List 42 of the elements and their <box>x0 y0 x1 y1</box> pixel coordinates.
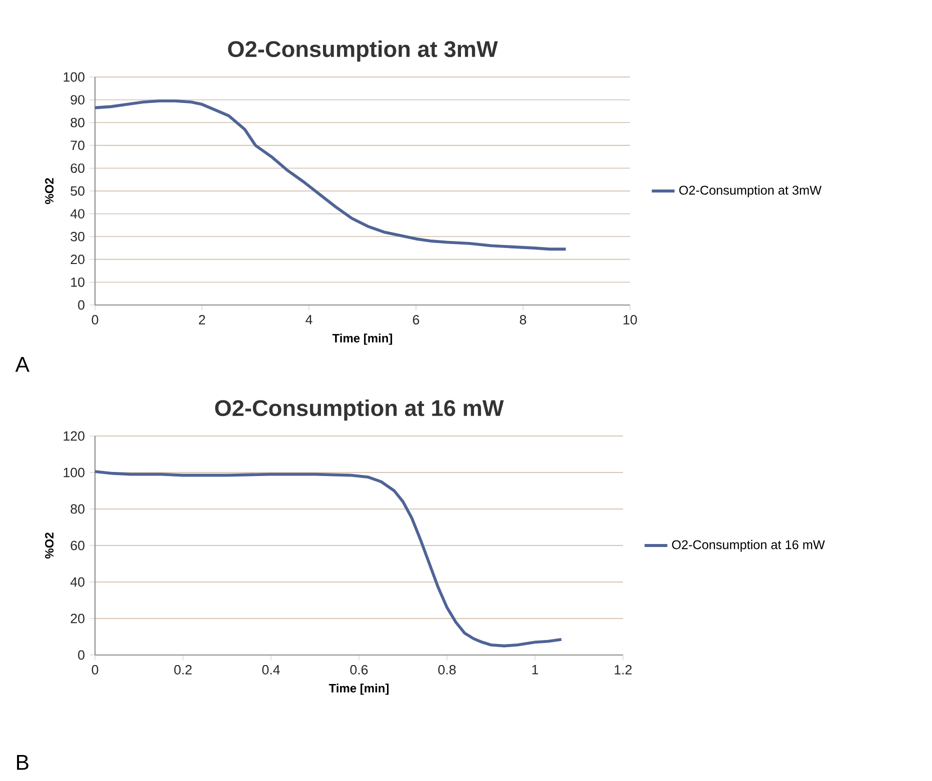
x-tick-label: 0.2 <box>174 665 192 674</box>
y-tick-label: 20 <box>70 614 84 624</box>
x-tick-label: 4 <box>306 315 312 324</box>
chart-title: O2-Consumption at 16 mW <box>215 399 504 421</box>
x-tick-label: 10 <box>624 315 637 324</box>
x-tick-label: 0.6 <box>350 665 368 674</box>
y-tick-label: 100 <box>64 468 84 478</box>
y-tick-label: 30 <box>70 232 84 242</box>
x-tick-label: 1.2 <box>614 665 632 674</box>
y-tick-label: 80 <box>70 118 84 128</box>
x-axis-title: Time [min] <box>332 334 392 345</box>
x-tick-label: 0 <box>92 665 98 674</box>
y-tick-label: 60 <box>70 540 84 550</box>
y-tick-label: 60 <box>70 163 84 173</box>
x-axis-title: Time [min] <box>328 684 389 695</box>
x-tick-label: 0.4 <box>262 665 280 674</box>
y-axis-title: %O2 <box>45 532 54 559</box>
x-tick-label: 0 <box>92 315 98 324</box>
y-tick-label: 70 <box>70 140 84 150</box>
text: B <box>17 755 28 770</box>
legend-label: O2-Consumption at 3mW <box>679 185 822 198</box>
y-tick-label: 50 <box>70 186 84 196</box>
line-series <box>94 470 563 648</box>
x-tick-label: 0.8 <box>438 665 456 674</box>
y-tick-label: 120 <box>64 431 84 441</box>
y-tick-label: 0 <box>78 650 84 660</box>
text: A <box>15 357 30 372</box>
x-tick-label: 8 <box>520 315 526 324</box>
x-tick-label: 2 <box>198 315 206 324</box>
y-tick-label: 90 <box>70 95 84 105</box>
legend-label: O2-Consumption at 16 mW <box>672 540 825 552</box>
y-tick-label: 40 <box>70 209 84 219</box>
x-tick-label: 1 <box>532 665 538 674</box>
y-tick-label: 10 <box>71 277 84 287</box>
y-axis-title: %O2 <box>45 178 54 204</box>
y-tick-label: 80 <box>70 504 84 514</box>
y-tick-label: 100 <box>64 72 84 82</box>
y-tick-label: 0 <box>78 300 84 310</box>
chart-title: O2-Consumption at 3mW <box>228 40 498 62</box>
y-tick-label: 40 <box>70 577 84 587</box>
x-tick-label: 6 <box>412 315 420 324</box>
y-tick-label: 20 <box>70 254 84 264</box>
